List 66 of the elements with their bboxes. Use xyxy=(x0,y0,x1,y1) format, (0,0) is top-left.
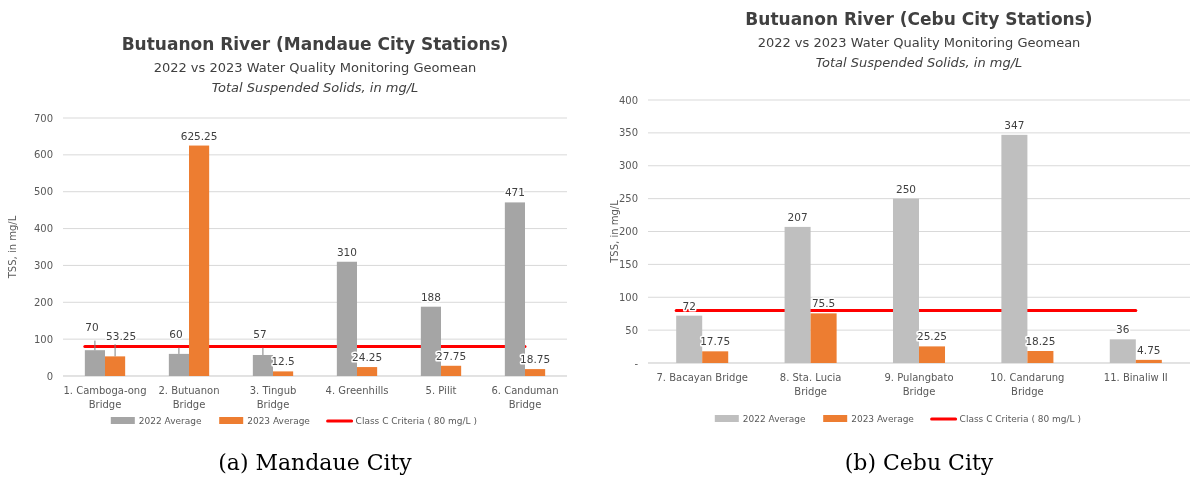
y-tick-label: 200 xyxy=(33,296,53,308)
data-label: 188 xyxy=(420,290,441,303)
data-label: 24.25 xyxy=(352,351,383,364)
data-label: 250 xyxy=(895,182,917,195)
x-tick-label: 7. Bacayan Bridge xyxy=(656,372,748,383)
y-tick-label: 200 xyxy=(618,226,638,237)
text: (b) Cebu City xyxy=(844,450,994,475)
data-label: 471 xyxy=(504,186,525,199)
y-tick-label: 300 xyxy=(33,259,53,271)
legend-label: 2022 Average xyxy=(138,416,202,427)
legend-label: 2022 Average xyxy=(742,414,806,425)
x-tick-label: 3. Tingub Bridge xyxy=(249,385,297,410)
y-tick-label: 50 xyxy=(625,324,638,336)
text: (a) Mandaue City xyxy=(218,450,413,475)
x-tick-label: 4. Greenhills xyxy=(325,385,389,396)
legend-label: Class C Criteria ( 80 mg/L ) xyxy=(959,414,1082,425)
data-label: 25.25 xyxy=(916,330,948,343)
data-label: 53.25 xyxy=(106,330,137,343)
y-axis-title: TSS, in mg/L xyxy=(7,215,18,280)
data-label: 347 xyxy=(1004,118,1025,131)
y-tick-label: 500 xyxy=(33,186,53,198)
y-tick-label: 700 xyxy=(33,112,53,124)
data-label: 207 xyxy=(787,210,808,223)
text: Total Suspended Solids, in mg/L xyxy=(211,80,419,95)
x-tick-label: 10. Candarung Bridge xyxy=(990,372,1065,397)
x-tick-label: 1. Camboga-ong Bridge xyxy=(63,385,147,410)
y-tick-label: 100 xyxy=(618,291,638,303)
y-tick-label: - xyxy=(634,357,639,369)
y-axis-title: TSS, in mg/L xyxy=(609,199,620,264)
data-label: 36 xyxy=(1116,323,1130,336)
data-label: 17.75 xyxy=(700,335,731,348)
data-label: 18.25 xyxy=(1025,335,1056,347)
data-label: 310 xyxy=(336,245,357,258)
data-label: 4.75 xyxy=(1137,343,1161,356)
x-tick-label: 2. Butuanon Bridge xyxy=(158,385,220,410)
y-tick-label: 250 xyxy=(618,193,638,205)
y-tick-label: 400 xyxy=(33,223,53,235)
y-tick-label: 400 xyxy=(618,94,638,106)
y-tick-label: 0 xyxy=(46,370,53,382)
data-label: 72 xyxy=(682,299,696,312)
y-tick-label: 300 xyxy=(618,160,638,172)
data-label: 625.25 xyxy=(180,129,218,142)
y-tick-label: 150 xyxy=(618,258,638,270)
chart-subtitle: 2022 vs 2023 Water Quality Monitoring Geomean xyxy=(757,35,1081,50)
legend-label: 2023 Average xyxy=(851,414,915,425)
legend-label: Class C Criteria ( 80 mg/L ) xyxy=(355,416,478,427)
x-tick-label: 8. Sta. Lucia Bridge xyxy=(779,372,842,397)
data-label: 70 xyxy=(85,320,99,333)
x-tick-label: 6. Canduman Bridge xyxy=(491,385,559,410)
chart-title: Butuanon River (Cebu City Stations) xyxy=(745,9,1093,29)
y-tick-label: 100 xyxy=(33,333,53,345)
data-label: 75.5 xyxy=(811,297,836,310)
legend-label: 2023 Average xyxy=(247,416,311,427)
x-tick-label: 9. Pulangbato Bridge xyxy=(884,372,954,397)
data-label: 57 xyxy=(253,327,267,340)
x-tick-label: 5. Pilit xyxy=(425,385,457,396)
data-label: 27.75 xyxy=(436,349,467,362)
chart-subtitle: 2022 vs 2023 Water Quality Monitoring Geomean xyxy=(153,60,477,75)
text: Total Suspended Solids, in mg/L xyxy=(815,55,1023,70)
data-label: 60 xyxy=(169,327,183,340)
y-tick-label: 600 xyxy=(33,149,53,161)
y-tick-label: 350 xyxy=(618,127,638,139)
data-label: 18.75 xyxy=(520,353,551,366)
chart-title: Butuanon River (Mandaue City Stations) xyxy=(121,34,509,54)
data-label: 12.5 xyxy=(271,355,295,368)
x-tick-label: 11. Binaliw II xyxy=(1103,372,1168,383)
